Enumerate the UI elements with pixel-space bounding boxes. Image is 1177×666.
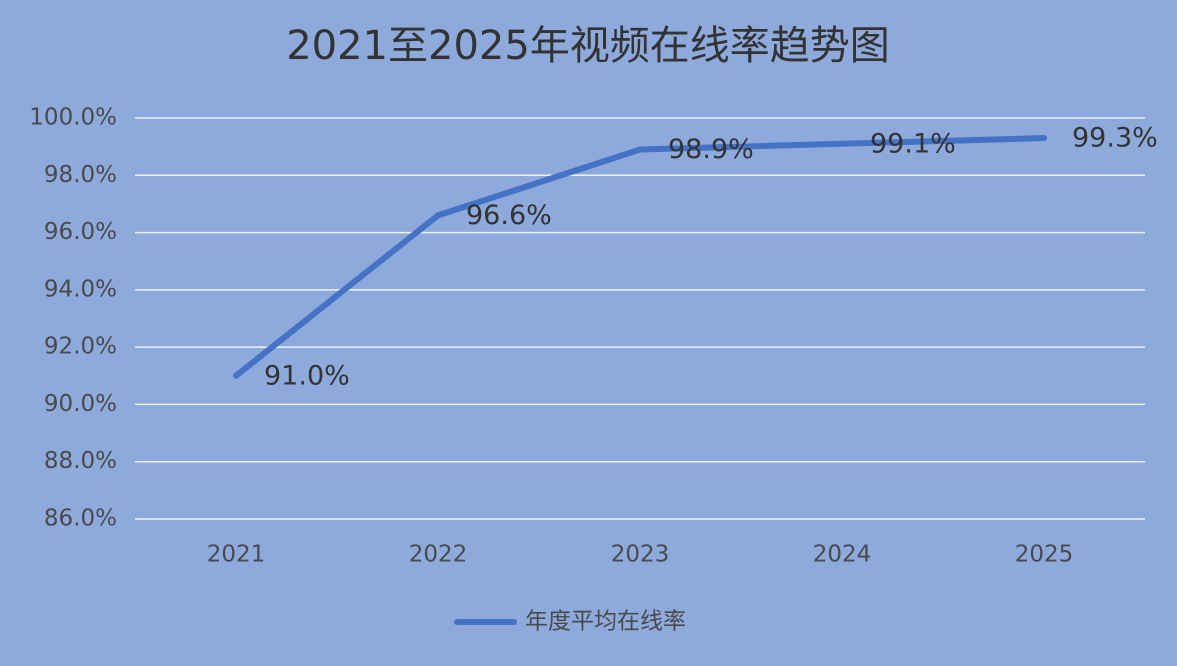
x-tick-label: 2023 <box>611 542 670 568</box>
legend-label: 年度平均在线率 <box>525 609 686 635</box>
y-tick-label: 94.0% <box>44 276 117 302</box>
y-tick-label: 86.0% <box>44 506 117 532</box>
y-tick-label: 90.0% <box>44 391 117 417</box>
data-label: 99.3% <box>1072 123 1158 154</box>
x-tick-label: 2021 <box>207 542 266 568</box>
series-line <box>233 135 1047 379</box>
y-tick-label: 92.0% <box>44 334 117 360</box>
data-label: 96.6% <box>466 200 552 231</box>
y-tick-label: 88.0% <box>44 448 117 474</box>
x-tick-label: 2022 <box>409 542 468 568</box>
x-tick-label: 2025 <box>1015 542 1074 568</box>
y-tick-label: 100.0% <box>29 105 117 131</box>
data-label: 91.0% <box>264 360 350 391</box>
y-tick-label: 98.0% <box>44 162 117 188</box>
data-label: 99.1% <box>870 128 956 159</box>
x-tick-label: 2024 <box>813 542 872 568</box>
data-label: 98.9% <box>668 134 754 165</box>
chart-title: 2021至2025年视频在线率趋势图 <box>286 23 890 69</box>
y-tick-label: 96.0% <box>44 219 117 245</box>
